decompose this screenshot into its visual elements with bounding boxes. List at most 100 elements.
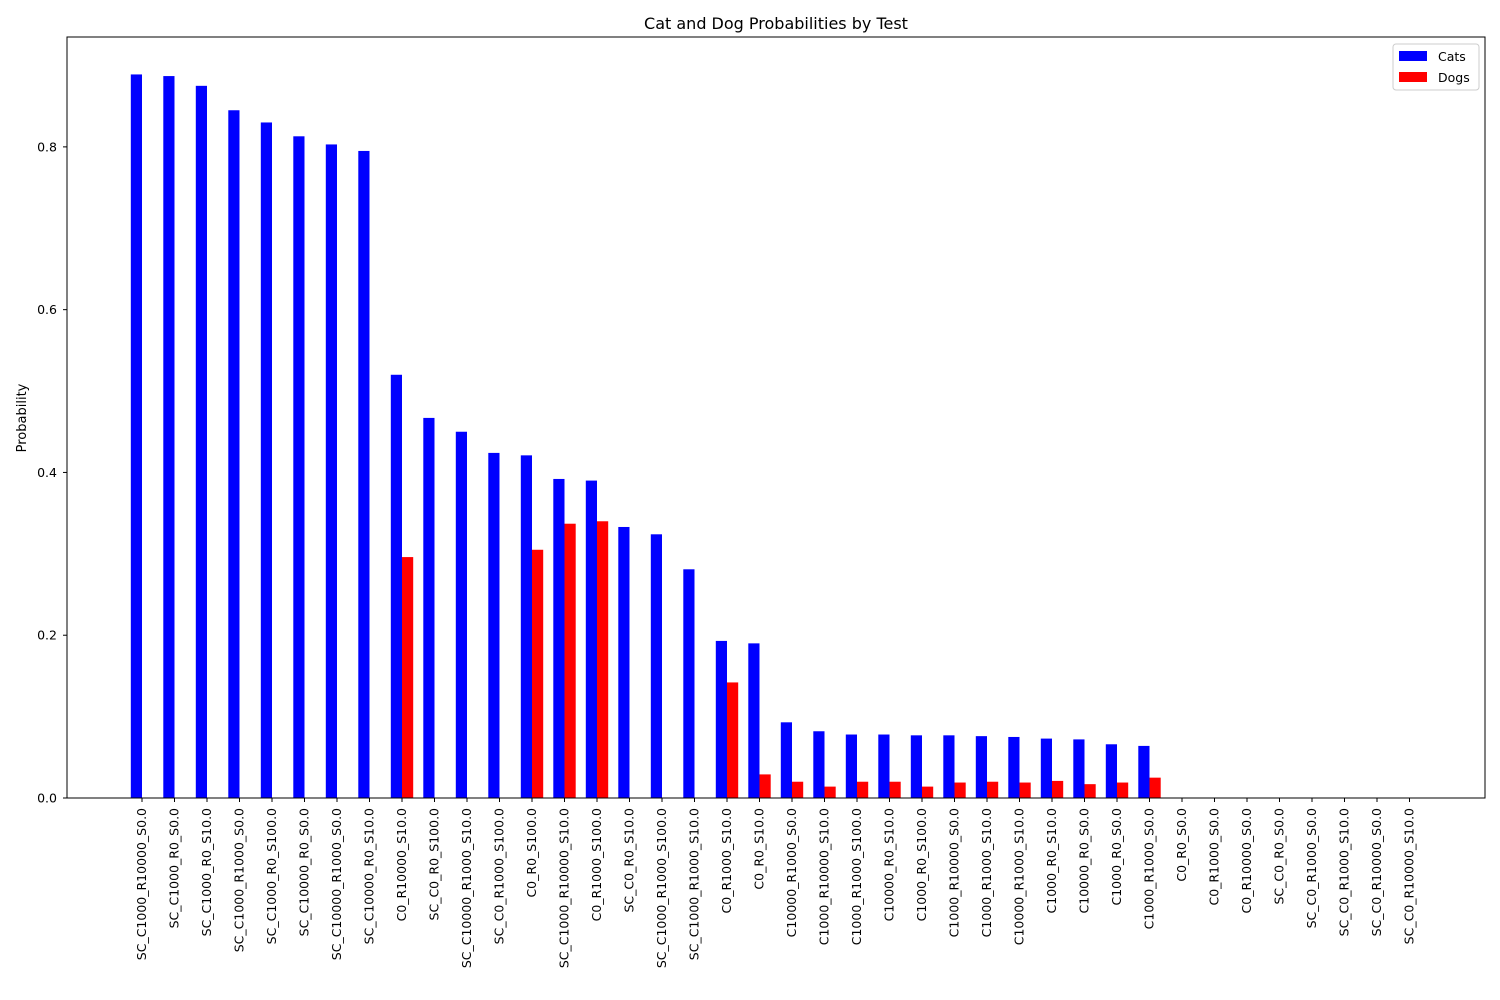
x-tick-label: SC_C1000_R10000_S0.0 xyxy=(134,808,149,960)
x-tick-label: SC_C0_R10000_S10.0 xyxy=(1402,808,1417,944)
x-tick-label: C1000_R10000_S10.0 xyxy=(817,808,832,945)
x-tick-label: C1000_R0_S0.0 xyxy=(1109,808,1124,906)
bar-dogs xyxy=(857,781,869,798)
bar-cats xyxy=(845,734,857,798)
x-tick-label: SC_C1000_R1000_S10.0 xyxy=(687,808,702,960)
bar-dogs xyxy=(1019,782,1031,798)
bar-dogs xyxy=(597,521,609,798)
bar-cats xyxy=(975,736,987,798)
bar-dogs xyxy=(1084,784,1096,798)
bars-group xyxy=(130,74,1161,799)
x-tick-label: C1000_R0_S100.0 xyxy=(914,808,929,921)
x-tick-label: C0_R1000_S0.0 xyxy=(1207,808,1222,906)
bar-cats xyxy=(910,735,922,798)
x-tick-label: C1000_R1000_S0.0 xyxy=(1142,808,1157,929)
bar-dogs xyxy=(922,786,934,798)
bar-cats xyxy=(1138,745,1150,798)
bar-cats xyxy=(878,734,890,798)
bar-cats xyxy=(650,534,662,798)
y-axis-label: Probability xyxy=(15,383,30,452)
bar-cats xyxy=(325,144,337,798)
bar-cats xyxy=(130,74,142,798)
legend: Cats Dogs xyxy=(1392,43,1480,91)
x-tick-label: C1000_R1000_S100.0 xyxy=(849,808,864,945)
legend-label-dogs: Dogs xyxy=(1438,70,1470,85)
x-tick-label: SC_C1000_R1000_S0.0 xyxy=(232,808,247,952)
x-tick-label: SC_C1000_R0_S100.0 xyxy=(264,808,279,944)
bar-cats xyxy=(585,480,597,798)
x-tick-label: C1000_R0_S10.0 xyxy=(1044,808,1059,913)
x-tick-label: C0_R0_S10.0 xyxy=(752,808,767,890)
x-tick-label: C0_R1000_S100.0 xyxy=(589,808,604,921)
x-tick-label: C0_R1000_S10.0 xyxy=(719,808,734,913)
x-tick-label: SC_C0_R1000_S10.0 xyxy=(1337,808,1352,936)
x-tick-label: SC_C10000_R0_S10.0 xyxy=(362,808,377,944)
x-tick-label: C10000_R1000_S10.0 xyxy=(1012,808,1027,945)
bar-dogs xyxy=(792,781,804,798)
bar-cats xyxy=(553,478,565,798)
x-tick-label: C0_R10000_S0.0 xyxy=(1239,808,1254,913)
bar-cats xyxy=(195,85,207,798)
bar-cats xyxy=(1040,738,1052,798)
y-tick-label: 0.8 xyxy=(37,139,57,154)
chart-title: Cat and Dog Probabilities by Test xyxy=(644,14,908,33)
bar-dogs xyxy=(1052,780,1064,798)
bar-cats xyxy=(748,643,760,798)
y-tick-label: 0.2 xyxy=(37,628,57,643)
bar-dogs xyxy=(564,523,576,798)
x-tick-label: C10000_R1000_S0.0 xyxy=(784,808,799,937)
x-tick-label: SC_C0_R0_S0.0 xyxy=(1272,808,1287,905)
y-tick-label: 0.6 xyxy=(37,302,57,317)
legend-swatch-dogs xyxy=(1399,72,1427,82)
bar-cats xyxy=(293,136,305,799)
bar-cats xyxy=(520,455,532,798)
bar-dogs xyxy=(889,781,901,798)
bar-cats xyxy=(488,452,500,798)
x-tick-label: C0_R0_S100.0 xyxy=(524,808,539,898)
bar-cats xyxy=(1073,739,1085,798)
plot-area-frame xyxy=(66,36,1486,799)
bar-cats xyxy=(228,110,240,798)
x-tick-label: SC_C0_R1000_S0.0 xyxy=(1304,808,1319,928)
bar-cats xyxy=(260,122,272,798)
bar-dogs xyxy=(1149,777,1161,798)
x-tick-label: SC_C10000_R1000_S10.0 xyxy=(459,808,474,968)
x-tick-label: C10000_R0_S0.0 xyxy=(1077,808,1092,913)
x-tick-label: C0_R10000_S10.0 xyxy=(394,808,409,921)
bar-dogs xyxy=(954,782,966,798)
x-tick-label: SC_C0_R0_S100.0 xyxy=(427,808,442,920)
y-axis-ticks: 0.0 0.2 0.4 0.6 0.8 xyxy=(37,139,67,806)
bar-cats xyxy=(618,526,630,798)
legend-label-cats: Cats xyxy=(1438,49,1466,64)
y-tick-label: 0.4 xyxy=(37,465,57,480)
x-tick-label: SC_C1000_R1000_S100.0 xyxy=(654,808,669,968)
bar-dogs xyxy=(824,786,836,798)
x-tick-label: SC_C0_R0_S10.0 xyxy=(622,808,637,913)
x-tick-label: SC_C1000_R0_S10.0 xyxy=(199,808,214,936)
x-tick-label: SC_C1000_R0_S0.0 xyxy=(167,808,182,928)
bar-dogs xyxy=(1117,782,1129,798)
bar-cats xyxy=(1105,744,1117,798)
bar-cats xyxy=(780,722,792,798)
x-tick-label: SC_C1000_R10000_S10.0 xyxy=(557,808,572,968)
legend-swatch-cats xyxy=(1399,51,1427,61)
x-tick-label: SC_C0_R10000_S0.0 xyxy=(1369,808,1384,936)
x-tick-label: C0_R0_S0.0 xyxy=(1174,808,1189,882)
bar-cats xyxy=(423,417,435,798)
bar-cats xyxy=(715,640,727,798)
x-tick-label: C1000_R1000_S10.0 xyxy=(979,808,994,937)
bar-dogs xyxy=(727,682,739,798)
bar-dogs xyxy=(402,557,414,798)
x-tick-label: C10000_R0_S10.0 xyxy=(882,808,897,921)
bar-dogs xyxy=(987,781,999,798)
x-tick-label: SC_C10000_R0_S0.0 xyxy=(297,808,312,936)
bar-cats xyxy=(163,76,175,798)
bar-cats xyxy=(683,569,695,798)
y-tick-label: 0.0 xyxy=(37,791,57,806)
bar-cats xyxy=(390,374,402,798)
x-tick-label: SC_C0_R1000_S100.0 xyxy=(492,808,507,944)
bar-cats xyxy=(943,735,955,798)
x-tick-label: C1000_R10000_S0.0 xyxy=(947,808,962,937)
